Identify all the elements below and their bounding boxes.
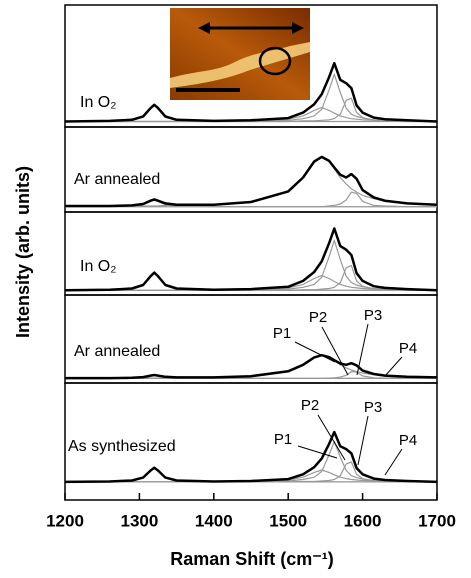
x-tick-label: 1200: [46, 511, 84, 530]
peak-annotation: P4: [399, 340, 417, 357]
peak-annotation: P2: [301, 397, 319, 414]
peak-annotation: P3: [364, 399, 382, 416]
component-line: [65, 240, 437, 290]
fit-line: [65, 229, 437, 291]
x-tick-label: 1700: [418, 511, 456, 530]
annotation-leader: [385, 449, 402, 475]
panel-label: In O₂: [80, 258, 116, 275]
panel-label: Ar annealed: [74, 171, 160, 188]
panel-label: As synthesized: [68, 438, 176, 455]
peak-annotation: P1: [274, 431, 292, 448]
panel-label: Ar annealed: [74, 343, 160, 360]
peak-annotation: P4: [399, 432, 417, 449]
annotation-leader: [385, 357, 402, 376]
x-tick-label: 1300: [120, 511, 158, 530]
panel-label: In O₂: [80, 94, 116, 111]
chart: In O₂ Ar annealed In O₂ Ar annealed P1 P2 P3 P4…: [0, 0, 471, 578]
annotation-leader: [322, 327, 348, 375]
x-tick-label: 1400: [195, 511, 233, 530]
peak-annotation: P1: [273, 325, 291, 342]
annotation-leader: [295, 342, 335, 362]
x-tick-label: 1600: [344, 511, 382, 530]
y-axis-label: Intensity (arb. units): [13, 166, 33, 338]
annotation-leader: [358, 416, 368, 465]
peak-annotation: P3: [364, 307, 382, 324]
peak-annotation: P2: [309, 309, 327, 326]
panel-frame: [65, 212, 437, 295]
annotation-leader: [298, 446, 337, 458]
x-tick-label: 1500: [269, 511, 307, 530]
annotation-leader: [357, 324, 368, 375]
inset-image: [170, 8, 310, 100]
x-axis-label: Raman Shift (cm⁻¹): [170, 549, 334, 569]
